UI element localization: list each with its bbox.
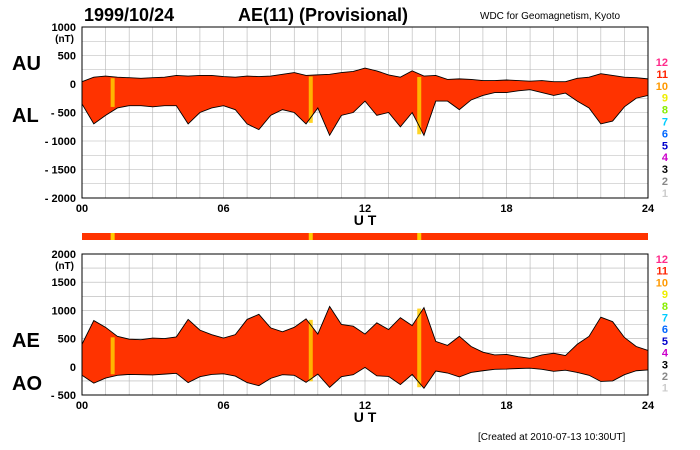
chart-title: AE(11) (Provisional): [238, 5, 409, 25]
highlight-stripe: [417, 308, 422, 388]
x-tick-label: 18: [500, 400, 512, 412]
au-label: AU: [12, 53, 41, 75]
panel-ae-ao: [81, 253, 649, 396]
band-fill-ae-ao: [82, 306, 648, 389]
x-tick-label: 06: [217, 203, 229, 215]
station-count-label: 4: [662, 152, 669, 164]
y-tick-label: - 500: [51, 108, 76, 120]
x-tick-label: 24: [642, 203, 655, 215]
highlight-stripe: [110, 78, 115, 107]
chart-date: 1999/10/24: [84, 5, 175, 25]
ao-label: AO: [12, 373, 42, 395]
station-count-label: 8: [662, 105, 668, 117]
station-count-label: 5: [662, 140, 668, 152]
y-tick-label: 500: [58, 334, 76, 346]
station-count-label: 2: [662, 371, 668, 383]
unit-label: (nT): [55, 261, 74, 272]
highlight-stripe: [417, 77, 422, 135]
station-count-bar-highlight: [110, 233, 115, 240]
x-tick-label: 00: [76, 203, 88, 215]
y-tick-label: 2000: [52, 249, 76, 261]
band-fill-au-al: [82, 68, 648, 136]
station-count-label: 11: [656, 266, 668, 278]
station-count-label: 6: [662, 324, 668, 336]
station-count-label: 7: [662, 117, 668, 129]
x-axis-label: U T: [354, 409, 377, 425]
series-line-ao: [81, 366, 649, 389]
y-tick-label: 1500: [52, 277, 76, 289]
y-tick-label: - 1000: [45, 136, 76, 148]
institution-label: WDC for Geomagnetism, Kyoto: [480, 11, 621, 22]
station-count-label: 2: [662, 176, 668, 188]
station-count-label: 1: [662, 383, 668, 395]
x-tick-label: 06: [217, 400, 229, 412]
x-tick-label: 18: [500, 203, 512, 215]
highlight-stripe: [308, 76, 313, 123]
station-count-label: 10: [656, 81, 668, 93]
series-line-ae: [81, 305, 649, 359]
y-tick-label: - 1500: [45, 165, 76, 177]
y-tick-label: - 2000: [45, 193, 76, 205]
station-count-label: 5: [662, 336, 668, 348]
al-label: AL: [12, 105, 39, 127]
station-count-label: 12: [656, 57, 668, 69]
station-count-label: 9: [662, 289, 668, 301]
creation-note: [Created at 2010-07-13 10:30UT]: [478, 432, 626, 443]
station-count-label: 1: [662, 188, 668, 200]
y-tick-label: - 500: [51, 390, 76, 402]
series-line-al: [81, 89, 649, 137]
highlight-stripe: [110, 337, 115, 375]
y-tick-label: 0: [70, 79, 76, 91]
station-count-label: 3: [662, 164, 668, 176]
y-tick-label: 500: [58, 51, 76, 63]
highlight-stripe: [308, 319, 313, 382]
station-count-label: 9: [662, 93, 668, 105]
x-tick-label: 12: [359, 203, 371, 215]
x-tick-label: 00: [76, 400, 88, 412]
station-count-label: 7: [662, 313, 668, 325]
station-count-label: 8: [662, 301, 668, 313]
station-count-bar-highlight: [417, 233, 422, 240]
panel-au-al: [81, 26, 649, 199]
x-tick-label: 12: [359, 400, 371, 412]
station-count-bar: [82, 233, 648, 240]
plot-frame: [81, 26, 649, 199]
series-line-au: [81, 67, 649, 83]
station-count-label: 4: [662, 348, 669, 360]
y-tick-label: 0: [70, 362, 76, 374]
station-count-label: 6: [662, 128, 668, 140]
x-tick-label: 24: [642, 400, 655, 412]
station-count-label: 12: [656, 254, 668, 266]
station-count-label: 11: [656, 69, 668, 81]
y-tick-label: 1000: [52, 305, 76, 317]
station-count-label: 10: [656, 277, 668, 289]
station-count-bar-highlight: [308, 233, 313, 240]
y-tick-label: 1000: [52, 22, 76, 34]
station-count-label: 3: [662, 359, 668, 371]
ae-label: AE: [12, 330, 40, 352]
x-axis-label: U T: [354, 212, 377, 228]
unit-label: (nT): [55, 34, 74, 45]
plot-frame: [81, 253, 649, 396]
